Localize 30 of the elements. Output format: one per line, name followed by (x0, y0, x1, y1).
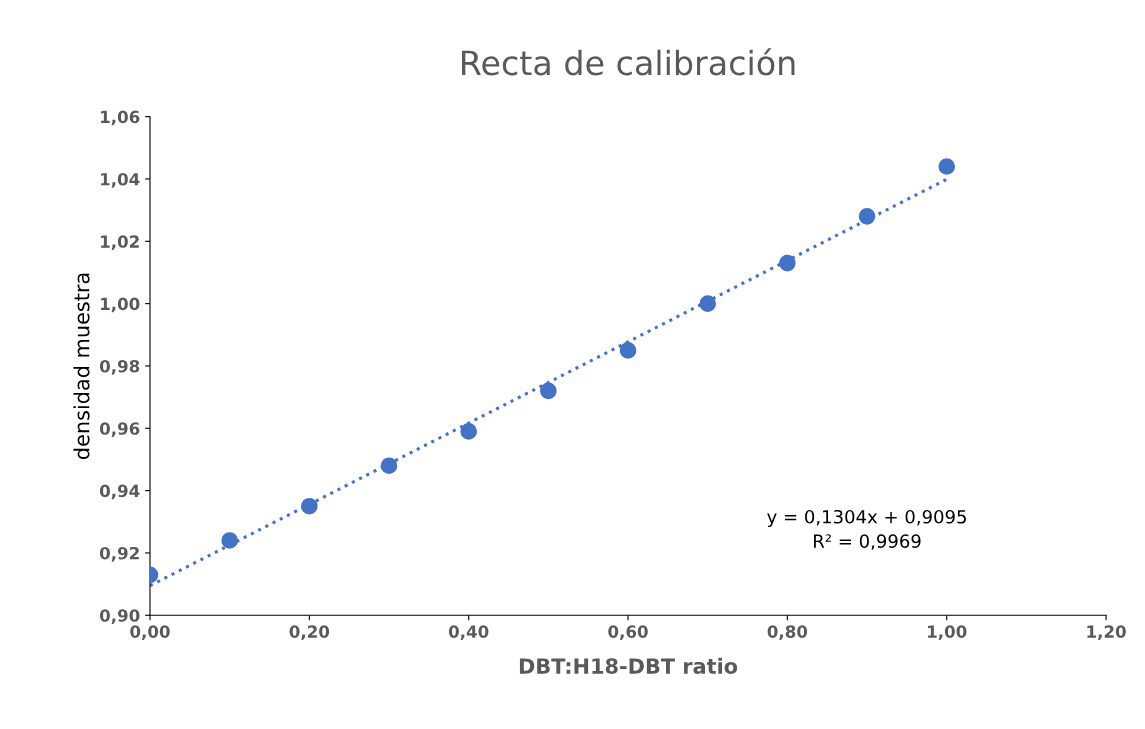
y-tick-label: 1,00 (101, 297, 140, 313)
point (779, 254, 796, 272)
point (938, 158, 956, 175)
point (619, 342, 637, 359)
point (540, 382, 557, 400)
x-tick-label: 0,00 (130, 625, 170, 641)
y-tick-label: 0,96 (99, 422, 140, 437)
point (380, 457, 398, 474)
x-tick-label: 1,00 (928, 625, 967, 641)
y-tick-label: 1,04 (101, 172, 140, 188)
x-tick-label: 0,20 (289, 625, 330, 641)
x-axis-title: DBT:H18-DBT ratio (519, 657, 738, 674)
y-tick-label: 0,90 (99, 609, 140, 624)
point (858, 208, 876, 225)
point (221, 532, 238, 549)
annotation: y = 0,1304x + 0,9095 R² = 0,9969 (767, 509, 966, 550)
y-tick-label: 1,06 (101, 110, 140, 126)
y-tick-label: 0,94 (99, 484, 140, 500)
chart-title: Recta de calibración (462, 48, 795, 76)
x-tick-label: 0,80 (767, 625, 808, 641)
y-axis-title: densidad muestra (73, 273, 90, 460)
point (460, 423, 477, 440)
point (699, 295, 717, 312)
y-tick-label: 0,92 (99, 546, 139, 562)
point (301, 497, 318, 515)
y-tick-label: 0,98 (99, 359, 140, 375)
x-tick-label: 0,40 (448, 625, 489, 641)
y-tick-label: 1,02 (101, 235, 139, 250)
x-tick-label: 0,60 (608, 625, 648, 641)
x-tick-label: 1,20 (1087, 625, 1126, 641)
